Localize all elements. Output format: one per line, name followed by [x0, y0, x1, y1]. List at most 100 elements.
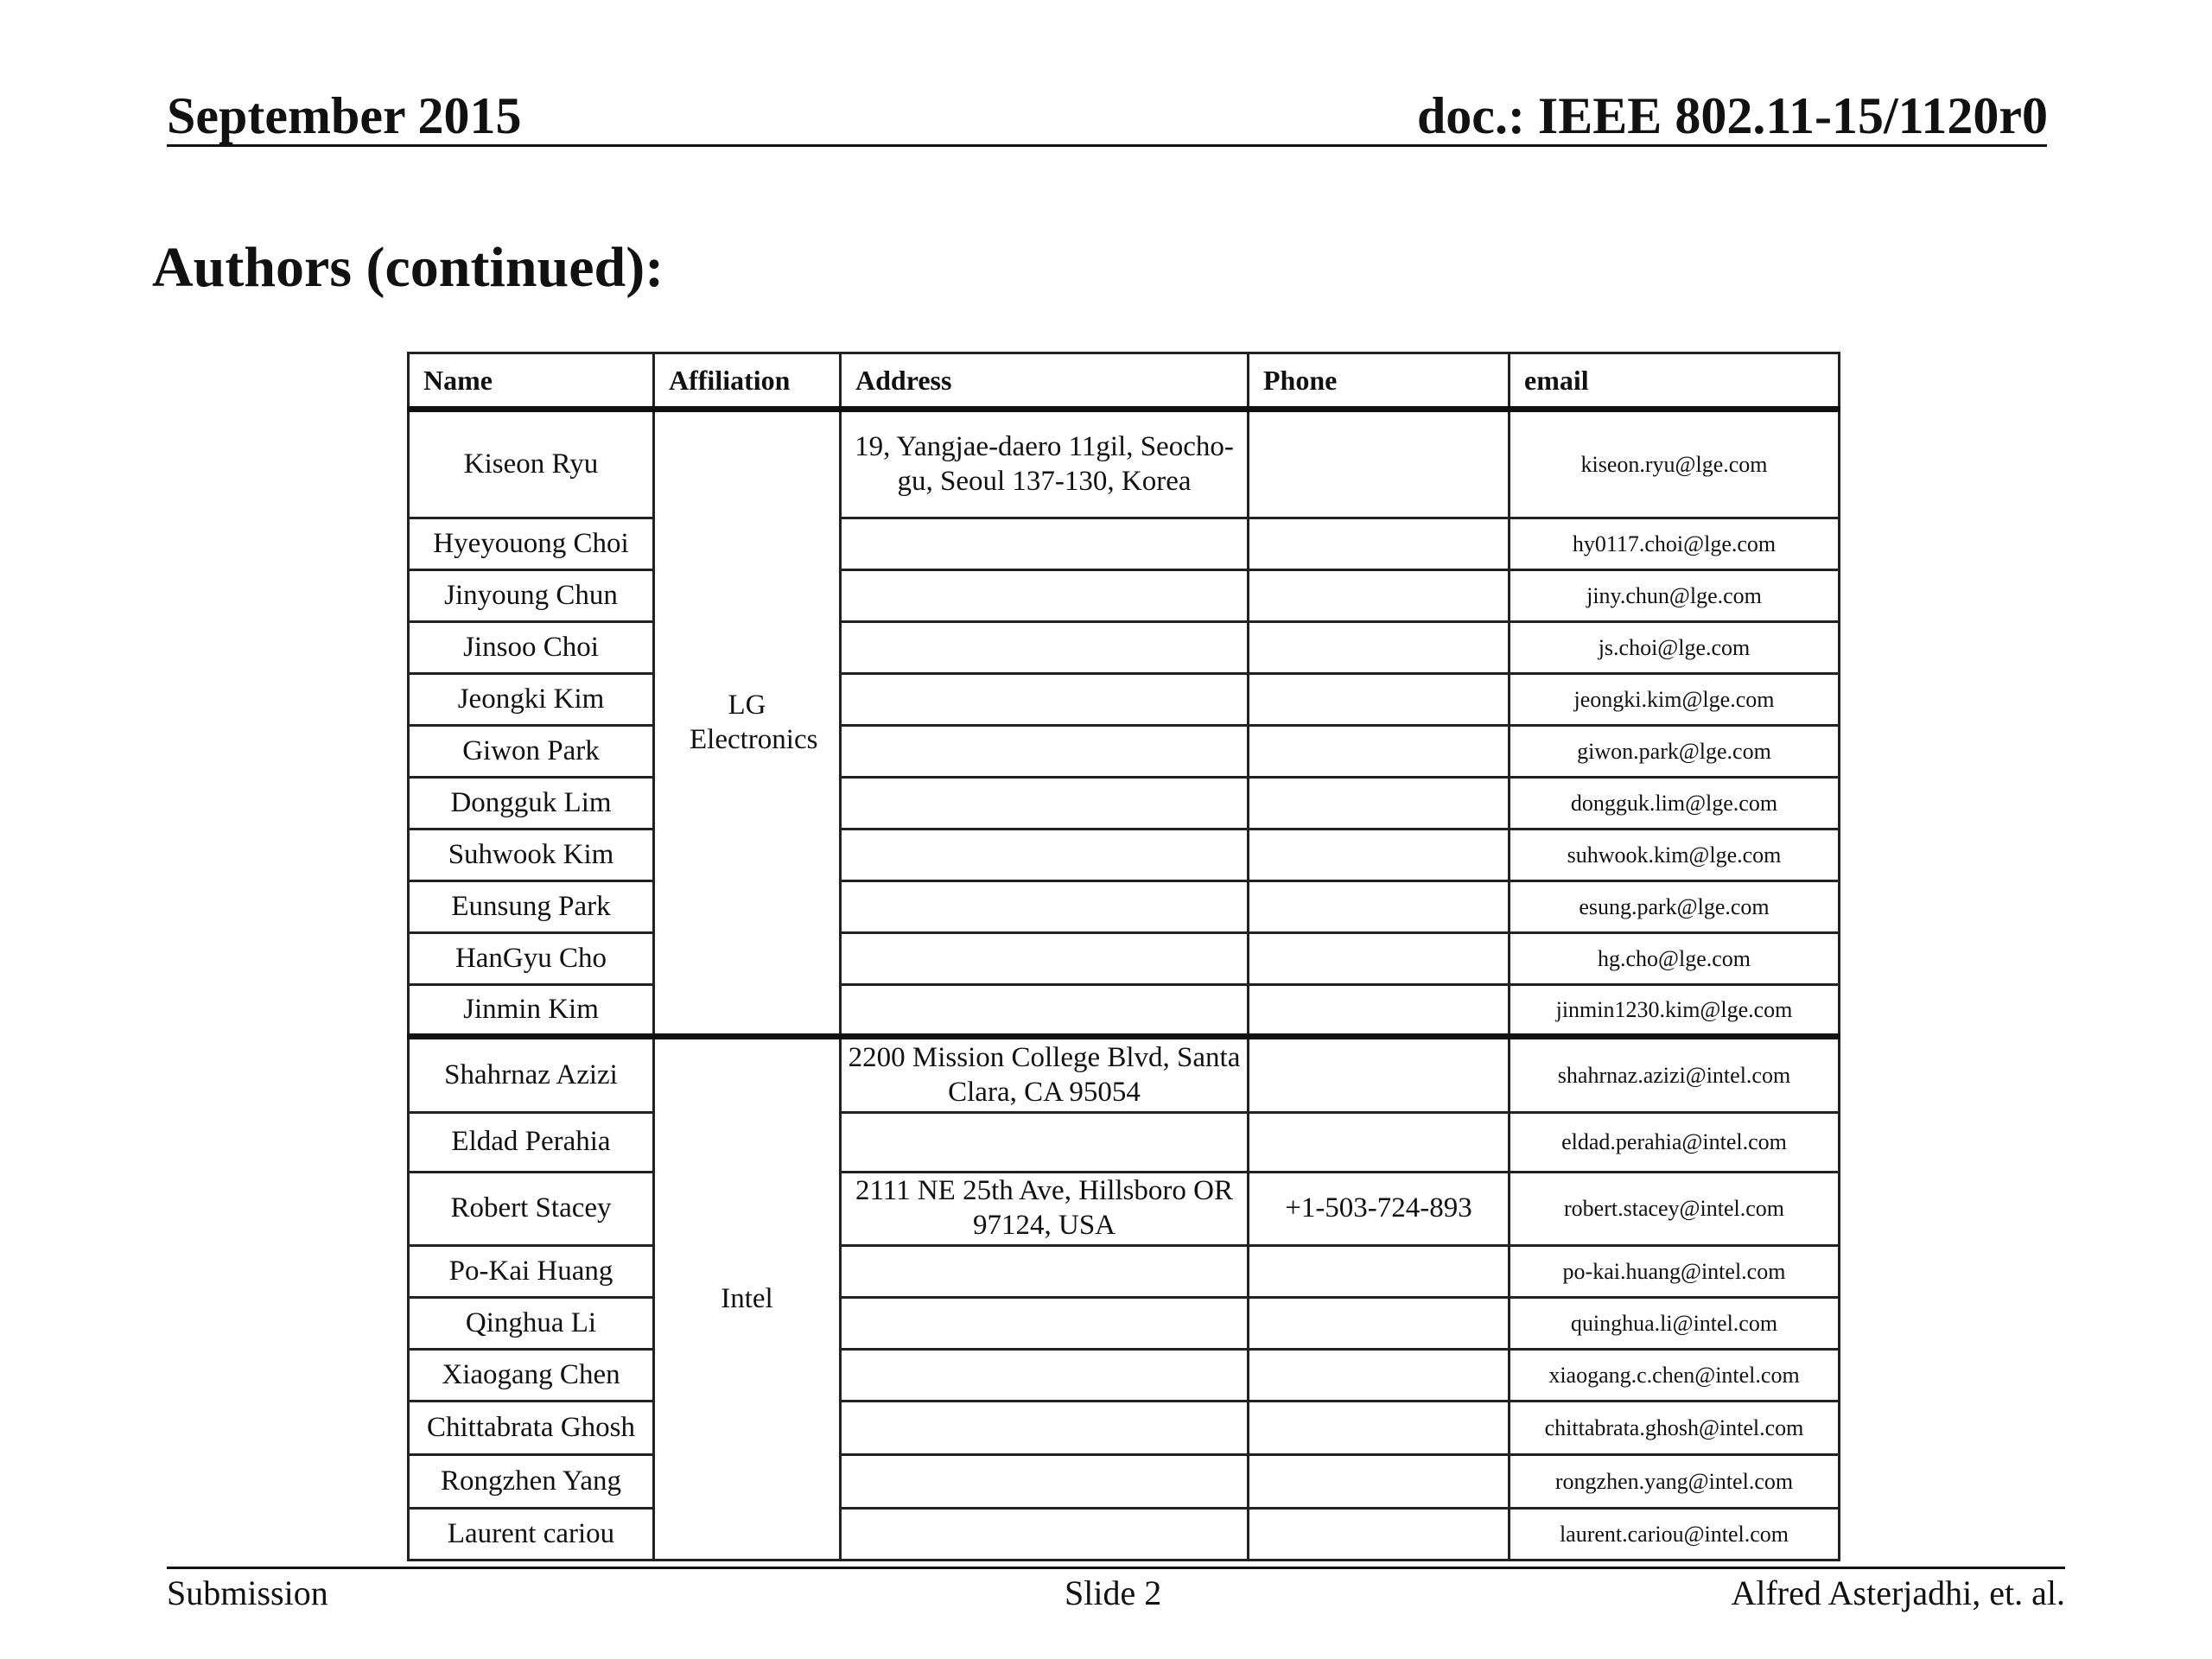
email-cell: quinghua.li@intel.com	[1508, 1296, 1840, 1351]
table-row: Qinghua Li quinghua.li@intel.com	[407, 1296, 1840, 1351]
header-divider	[167, 144, 2047, 147]
email-cell: laurent.cariou@intel.com	[1508, 1507, 1840, 1561]
address-cell	[839, 1111, 1249, 1173]
address-cell	[839, 672, 1249, 727]
address-cell	[839, 983, 1249, 1038]
phone-cell	[1247, 1296, 1510, 1351]
email-cell: shahrnaz.azizi@intel.com	[1508, 1033, 1840, 1114]
header-doc-id: doc.: IEEE 802.11-15/1120r0	[1416, 87, 2048, 144]
author-name: Jeongki Kim	[407, 672, 655, 727]
table-row: Po-Kai Huang po-kai.huang@intel.com	[407, 1244, 1840, 1299]
table-row: Dongguk Lim dongguk.lim@lge.com	[407, 776, 1840, 830]
table-row: Jinyoung Chun jiny.chun@lge.com	[407, 569, 1840, 623]
email-cell: xiaogang.c.chen@intel.com	[1508, 1348, 1840, 1402]
address-cell	[839, 517, 1249, 571]
table-row: Giwon Park giwon.park@lge.com	[407, 724, 1840, 779]
footer-authors: Alfred Asterjadhi, et. al.	[1731, 1573, 2065, 1612]
table-row: Shahrnaz Azizi Intel 2200 Mission College …	[407, 1033, 1840, 1561]
column-header: Affiliation	[652, 352, 842, 412]
address-cell	[839, 931, 1249, 986]
email-cell: rongzhen.yang@intel.com	[1508, 1453, 1840, 1510]
address-cell: 19, Yangjae-daero 11gil, Seocho-gu, Seou…	[839, 408, 1249, 519]
address-cell	[839, 724, 1249, 779]
author-name: Rongzhen Yang	[407, 1453, 655, 1510]
phone-cell	[1247, 408, 1510, 519]
table-row: Suhwook Kim suhwook.kim@lge.com	[407, 828, 1840, 882]
phone-cell	[1247, 931, 1510, 986]
author-name: Dongguk Lim	[407, 776, 655, 830]
table-row: Jeongki Kim jeongki.kim@lge.com	[407, 672, 1840, 727]
author-name: Robert Stacey	[407, 1171, 655, 1247]
slide-title: Authors (continued):	[152, 236, 664, 299]
phone-cell	[1247, 983, 1510, 1038]
address-cell	[839, 828, 1249, 882]
column-header: Name	[407, 352, 655, 412]
phone-cell	[1247, 569, 1510, 623]
table-row: Rongzhen Yang rongzhen.yang@intel.com	[407, 1453, 1840, 1510]
author-name: Kiseon Ryu	[407, 408, 655, 519]
table-row: Robert Stacey 2111 NE 25th Ave, Hillsboro…	[407, 1171, 1840, 1247]
phone-cell	[1247, 1507, 1510, 1561]
author-name: Hyeyouong Choi	[407, 517, 655, 571]
email-cell: chittabrata.ghosh@intel.com	[1508, 1400, 1840, 1456]
author-name: Suhwook Kim	[407, 828, 655, 882]
author-name: Xiaogang Chen	[407, 1348, 655, 1402]
author-name: Laurent cariou	[407, 1507, 655, 1561]
phone-cell	[1247, 517, 1510, 571]
phone-cell	[1247, 776, 1510, 830]
author-name: Eunsung Park	[407, 880, 655, 934]
address-cell	[839, 569, 1249, 623]
phone-cell	[1247, 672, 1510, 727]
email-cell: esung.park@lge.com	[1508, 880, 1840, 934]
phone-cell: +1-503-724-893	[1247, 1171, 1510, 1247]
address-cell	[839, 1453, 1249, 1510]
table-row: Jinmin Kim jinmin1230.kim@lge.com	[407, 983, 1840, 1038]
author-name: HanGyu Cho	[407, 931, 655, 986]
footer-divider	[167, 1567, 2065, 1569]
author-name: Shahrnaz Azizi	[407, 1033, 655, 1114]
address-cell: 2200 Mission College Blvd, Santa Clara, …	[839, 1033, 1249, 1114]
author-name: Jinmin Kim	[407, 983, 655, 1038]
address-cell	[839, 1507, 1249, 1561]
table-header-row: Name Affiliation Address Phone email	[407, 352, 1840, 412]
footer-submission: Submission	[167, 1573, 328, 1612]
email-cell: giwon.park@lge.com	[1508, 724, 1840, 779]
author-name: Qinghua Li	[407, 1296, 655, 1351]
table-row: Eunsung Park esung.park@lge.com	[407, 880, 1840, 934]
email-cell: po-kai.huang@intel.com	[1508, 1244, 1840, 1299]
email-cell: suhwook.kim@lge.com	[1508, 828, 1840, 882]
phone-cell	[1247, 828, 1510, 882]
email-cell: hg.cho@lge.com	[1508, 931, 1840, 986]
address-cell	[839, 1348, 1249, 1402]
phone-cell	[1247, 1111, 1510, 1173]
phone-cell	[1247, 1453, 1510, 1510]
phone-cell	[1247, 620, 1510, 675]
table-row: HanGyu Cho hg.cho@lge.com	[407, 931, 1840, 986]
column-header: email	[1508, 352, 1840, 412]
phone-cell	[1247, 880, 1510, 934]
phone-cell	[1247, 1244, 1510, 1299]
phone-cell	[1247, 1348, 1510, 1402]
author-name: Chittabrata Ghosh	[407, 1400, 655, 1456]
table-row: Jinsoo Choi js.choi@lge.com	[407, 620, 1840, 675]
address-cell	[839, 620, 1249, 675]
author-name: Po-Kai Huang	[407, 1244, 655, 1299]
author-name: Jinsoo Choi	[407, 620, 655, 675]
column-header: Phone	[1247, 352, 1510, 412]
email-cell: js.choi@lge.com	[1508, 620, 1840, 675]
phone-cell	[1247, 1033, 1510, 1114]
email-cell: jiny.chun@lge.com	[1508, 569, 1840, 623]
email-cell: robert.stacey@intel.com	[1508, 1171, 1840, 1247]
table-row: Laurent cariou laurent.cariou@intel.com	[407, 1507, 1840, 1561]
address-cell	[839, 1296, 1249, 1351]
email-cell: jeongki.kim@lge.com	[1508, 672, 1840, 727]
table-row: Eldad Perahia eldad.perahia@intel.com	[407, 1111, 1840, 1173]
email-cell: dongguk.lim@lge.com	[1508, 776, 1840, 830]
affiliation-cell: LG Electronics	[652, 408, 842, 1038]
affiliation-cell: Intel	[652, 1033, 842, 1561]
footer-slide-number: Slide 2	[1065, 1573, 1162, 1612]
table-row: Xiaogang Chen xiaogang.c.chen@intel.com	[407, 1348, 1840, 1402]
email-cell: hy0117.choi@lge.com	[1508, 517, 1840, 571]
phone-cell	[1247, 724, 1510, 779]
table-row: Chittabrata Ghosh chittabrata.ghosh@intel…	[407, 1400, 1840, 1456]
